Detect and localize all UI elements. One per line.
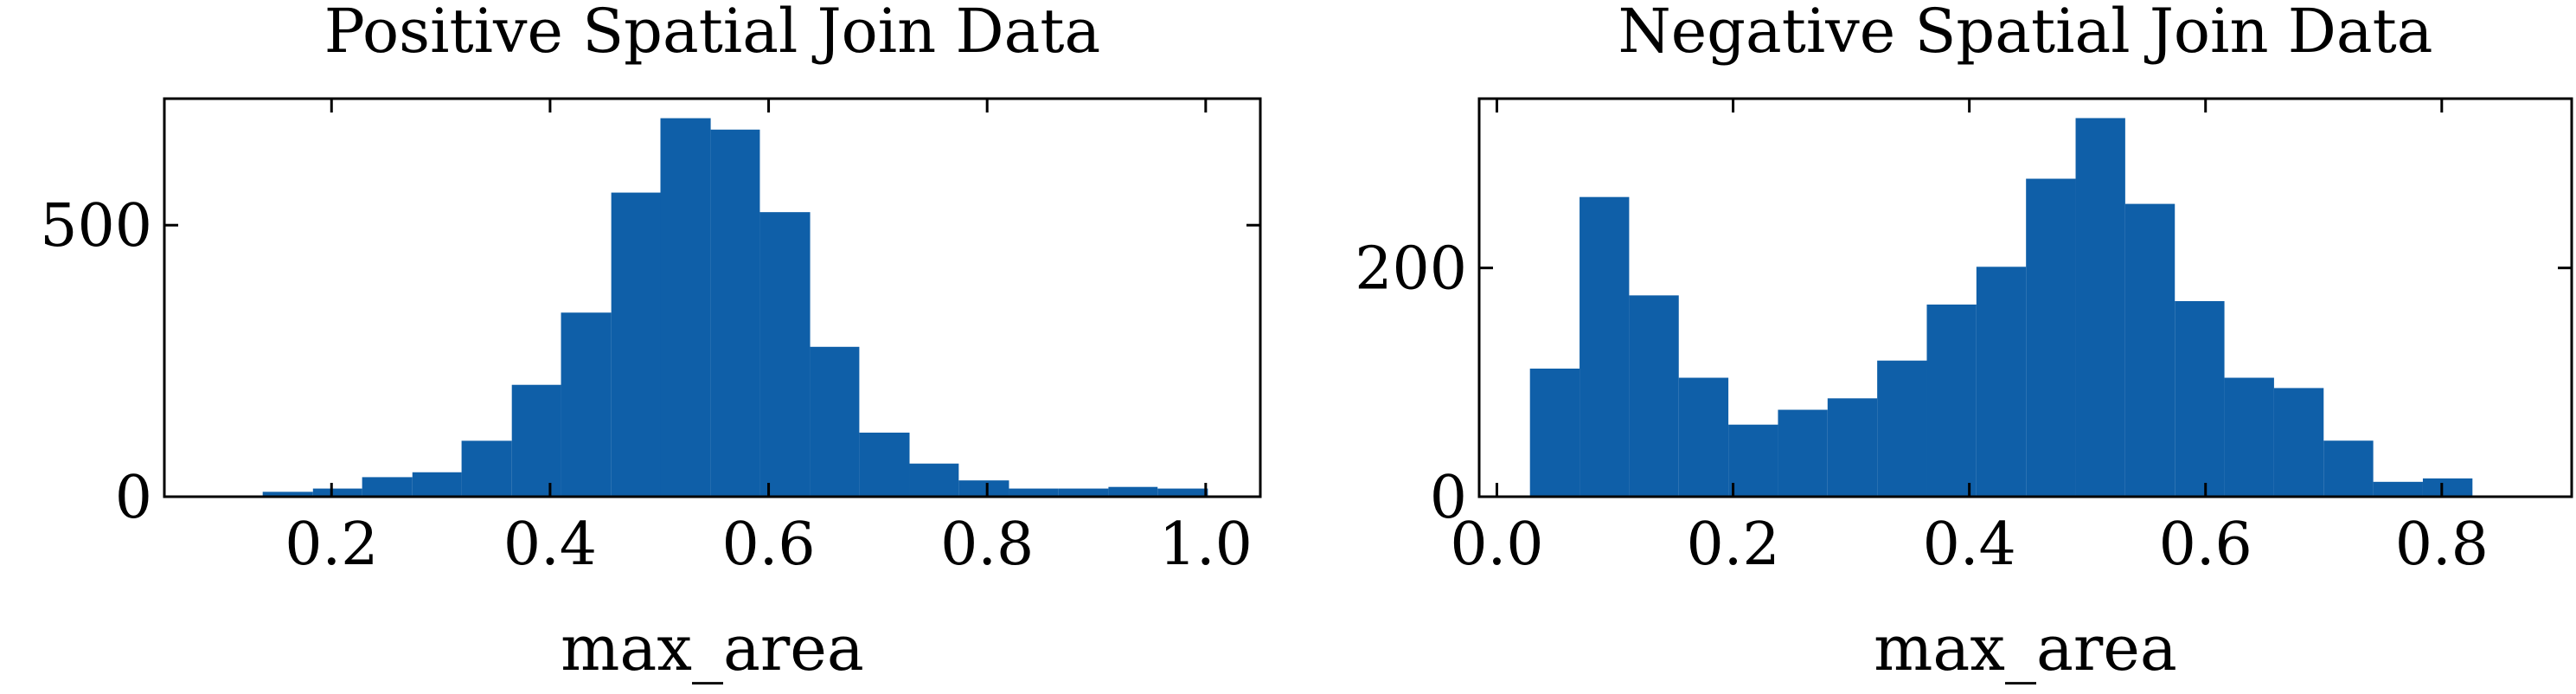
bar: [2323, 440, 2374, 497]
bar: [2175, 300, 2225, 497]
bar: [1058, 488, 1109, 497]
panel: 0.0 0.2 0.4 0.6 0.8 0 200 Negative Spatial Join…: [1355, 0, 2573, 684]
bar: [1009, 488, 1059, 497]
axes-frame: [1477, 97, 2573, 498]
bar: [412, 472, 462, 497]
axes-frame: [163, 97, 1262, 498]
bar: [710, 129, 760, 497]
bar: [362, 477, 413, 497]
bar: [1778, 409, 1828, 497]
bar: [660, 118, 711, 497]
bar: [611, 192, 661, 497]
bar: [511, 384, 561, 497]
y-tick-label: 0: [1430, 464, 1467, 532]
bar: [1728, 424, 1778, 497]
bar: [2273, 388, 2324, 497]
chart-title: Positive Spatial Join Data: [324, 0, 1101, 67]
x-tick-label: 0.4: [503, 511, 597, 579]
bar: [1877, 360, 1927, 497]
bar: [1926, 304, 1977, 497]
bar: [2373, 481, 2423, 497]
x-tick-label: 0.8: [2395, 511, 2489, 579]
x-tick-label: 0.0: [1450, 511, 1543, 579]
y-tick-label: 0: [115, 464, 152, 532]
x-axis-label: max_area: [1874, 612, 2177, 684]
x-tick-label: 0.8: [940, 511, 1034, 579]
bar: [1629, 295, 1679, 497]
bar: [312, 488, 362, 497]
bar: [859, 432, 910, 497]
chart-title: Negative Spatial Join Data: [1618, 0, 2433, 67]
x-tick-label: 0.6: [2159, 511, 2252, 579]
bar: [810, 346, 860, 497]
x-tick-label: 1.0: [1159, 511, 1253, 579]
bar: [461, 440, 512, 497]
panel: 0.2 0.4 0.6 0.8 1.0 0 500 Positive Spatial Join…: [40, 0, 1262, 684]
bar: [262, 492, 313, 497]
x-axis-label: max_area: [561, 612, 864, 684]
bar: [1827, 398, 1878, 497]
x-tick-label: 0.4: [1923, 511, 2016, 579]
x-tick-label: 0.6: [721, 511, 815, 579]
bar: [1580, 196, 1630, 497]
bar: [1976, 267, 2027, 497]
bar: [2224, 377, 2274, 497]
bar: [909, 463, 959, 497]
bar: [1678, 377, 1729, 497]
bar: [759, 212, 811, 498]
bar: [561, 312, 612, 497]
bar: [1108, 486, 1158, 497]
x-tick-label: 0.2: [1686, 511, 1779, 579]
bar: [1157, 488, 1208, 497]
y-tick-label: 200: [1355, 235, 1467, 304]
y-tick-label: 500: [40, 192, 152, 260]
bar: [1529, 368, 1580, 497]
x-tick-label: 0.2: [285, 511, 378, 579]
bar: [2026, 178, 2076, 497]
bar: [958, 480, 1009, 497]
bar: [2422, 478, 2473, 497]
bar: [2124, 203, 2176, 497]
bar: [2075, 118, 2125, 498]
